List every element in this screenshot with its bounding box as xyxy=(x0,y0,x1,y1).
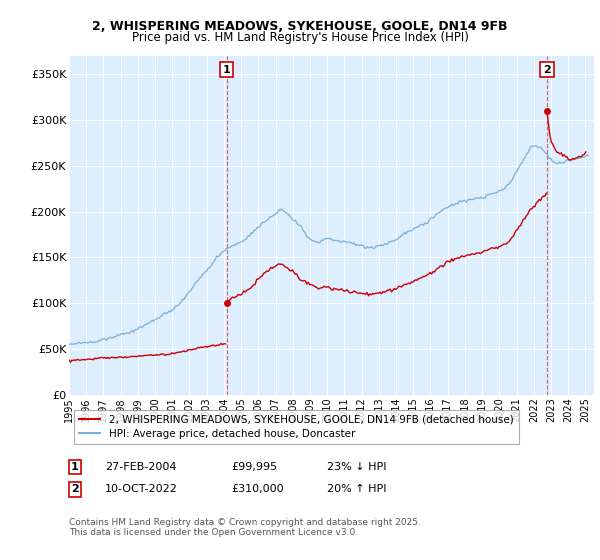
Text: 20% ↑ HPI: 20% ↑ HPI xyxy=(327,484,386,494)
Text: Contains HM Land Registry data © Crown copyright and database right 2025.
This d: Contains HM Land Registry data © Crown c… xyxy=(69,518,421,538)
Text: £99,995: £99,995 xyxy=(231,462,277,472)
Text: 23% ↓ HPI: 23% ↓ HPI xyxy=(327,462,386,472)
Text: 2: 2 xyxy=(543,64,551,74)
Text: 1: 1 xyxy=(223,64,230,74)
Text: 1: 1 xyxy=(71,462,79,472)
Text: Price paid vs. HM Land Registry's House Price Index (HPI): Price paid vs. HM Land Registry's House … xyxy=(131,31,469,44)
Text: 27-FEB-2004: 27-FEB-2004 xyxy=(105,462,176,472)
Legend: 2, WHISPERING MEADOWS, SYKEHOUSE, GOOLE, DN14 9FB (detached house), HPI: Average: 2, WHISPERING MEADOWS, SYKEHOUSE, GOOLE,… xyxy=(74,410,518,444)
Text: £310,000: £310,000 xyxy=(231,484,284,494)
Text: 2, WHISPERING MEADOWS, SYKEHOUSE, GOOLE, DN14 9FB: 2, WHISPERING MEADOWS, SYKEHOUSE, GOOLE,… xyxy=(92,20,508,32)
Text: 2: 2 xyxy=(71,484,79,494)
Text: 10-OCT-2022: 10-OCT-2022 xyxy=(105,484,178,494)
